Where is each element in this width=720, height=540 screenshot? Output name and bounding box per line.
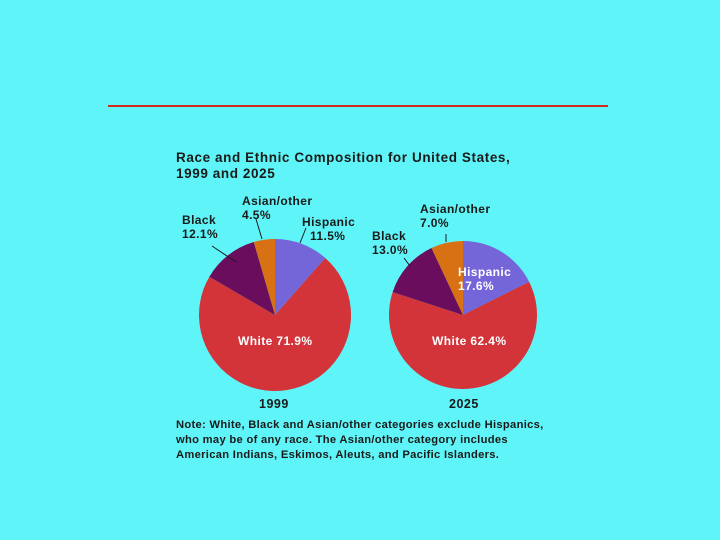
- leader-line-hispanic-1999: [299, 227, 307, 244]
- leader-line-asian-1999: [255, 218, 263, 240]
- label-black-2025: Black 13.0%: [372, 229, 408, 257]
- red-divider-rule: [108, 105, 608, 107]
- leader-line-black-1999: [211, 245, 237, 263]
- label-black-1999-name: Black: [182, 213, 217, 227]
- pie-slice-asian-other-2025: [431, 241, 463, 315]
- label-hispanic-1999-name: Hispanic: [302, 215, 356, 229]
- label-white-1999: White 71.9%: [238, 334, 313, 348]
- pie-slice-hispanic-2025: [463, 241, 530, 315]
- label-hispanic-2025: Hispanic 17.6%: [458, 265, 511, 293]
- leader-line-black-2025: [403, 257, 411, 267]
- label-white-2025: White 62.4%: [432, 334, 507, 348]
- pie-slice-black-2025: [392, 248, 463, 315]
- label-asian-1999: Asian/other 4.5%: [242, 194, 312, 222]
- pie-slice-white-1999: [198, 257, 351, 391]
- chart-title: Race and Ethnic Composition for United S…: [176, 150, 511, 181]
- year-label-1999: 1999: [259, 397, 289, 411]
- pie-slice-asian-other-1999: [253, 239, 275, 315]
- label-black-2025-value: 13.0%: [372, 243, 409, 257]
- label-asian-2025: Asian/other 7.0%: [420, 202, 490, 230]
- pie-slice-white-2025: [388, 281, 537, 390]
- label-asian-1999-value: 4.5%: [242, 208, 271, 222]
- label-asian-2025-name: Asian/other: [420, 202, 491, 216]
- label-hispanic-2025-value: 17.6%: [458, 279, 495, 293]
- year-label-2025: 2025: [449, 397, 479, 411]
- label-black-2025-name: Black: [372, 229, 407, 243]
- label-asian-1999-name: Asian/other: [242, 194, 313, 208]
- label-hispanic-2025-name: Hispanic: [458, 265, 512, 279]
- chart-note: Note: White, Black and Asian/other categ…: [176, 419, 544, 461]
- label-hispanic-1999-value: 11.5%: [310, 229, 346, 243]
- pie-slice-black-1999: [209, 242, 275, 315]
- label-asian-2025-value: 7.0%: [420, 216, 449, 230]
- pie-slice-hispanic-1999: [275, 238, 326, 315]
- label-black-1999-value: 12.1%: [182, 227, 219, 241]
- label-black-1999: Black 12.1%: [182, 213, 218, 241]
- label-hispanic-1999: Hispanic 11.5%: [302, 215, 355, 243]
